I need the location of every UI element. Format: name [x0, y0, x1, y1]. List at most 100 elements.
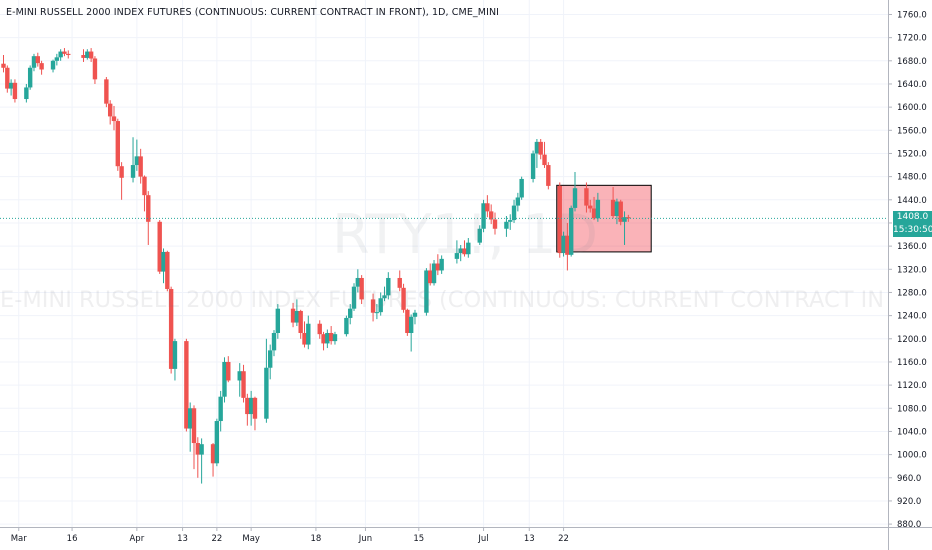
y-tick-label: 1440.0: [897, 196, 927, 206]
candle-body: [294, 310, 300, 323]
candle-body: [184, 341, 189, 429]
candle-body: [530, 153, 536, 179]
candle-down: [557, 182, 562, 258]
candle-body: [275, 308, 281, 333]
y-tick-label: 1040.0: [897, 427, 927, 437]
y-tick-label: 1320.0: [897, 265, 927, 275]
x-tick-label: Mar: [11, 534, 28, 544]
candle-body: [485, 203, 490, 212]
candle-up: [534, 138, 540, 168]
candle-body: [542, 154, 547, 166]
candle-up: [530, 150, 536, 183]
candle-down: [610, 187, 616, 219]
candle-body: [172, 341, 178, 369]
candle-up: [332, 331, 338, 345]
candle-body: [561, 235, 566, 254]
x-tick-label: Jul: [477, 534, 488, 544]
candle-down: [168, 286, 174, 374]
candle-down: [492, 212, 498, 235]
candle-body: [431, 263, 437, 284]
candle-body: [8, 82, 14, 89]
candle-up: [172, 338, 178, 381]
candle-body: [626, 217, 631, 219]
candle-down: [435, 254, 441, 276]
candle-down: [142, 175, 147, 212]
candle-up: [344, 315, 349, 337]
x-tick-label: 22: [211, 534, 222, 544]
candle-body: [104, 79, 109, 104]
candle-body: [614, 201, 620, 217]
candle-body: [466, 242, 471, 255]
candle-body: [492, 219, 498, 229]
candle-down: [241, 364, 246, 403]
candle-up: [561, 231, 566, 257]
candle-up: [424, 268, 429, 316]
candle-body: [92, 58, 98, 80]
candle-up: [275, 304, 281, 339]
candle-up: [271, 330, 277, 357]
candle-up: [348, 304, 353, 325]
y-tick-label: 1280.0: [897, 288, 927, 298]
candle-down: [195, 437, 201, 478]
candle-down: [584, 182, 589, 213]
candle-body: [397, 277, 402, 288]
candle-up: [199, 438, 204, 484]
candle-body: [488, 211, 494, 220]
candle-body: [424, 270, 429, 313]
candle-body: [157, 221, 162, 272]
candle-body: [138, 156, 143, 177]
y-tick-label: 1520.0: [897, 149, 927, 159]
candle-up: [31, 53, 37, 72]
candle-body: [557, 185, 562, 254]
candle-body: [328, 332, 334, 342]
candle-up: [481, 199, 486, 233]
candle-body: [161, 251, 166, 272]
candle-body: [325, 332, 330, 344]
candle-body: [39, 63, 44, 70]
candle-down: [626, 214, 631, 222]
candle-down: [328, 326, 334, 345]
candle-down: [298, 309, 303, 339]
candle-down: [210, 443, 216, 477]
candle-body: [130, 165, 136, 178]
candle-body: [306, 323, 311, 345]
watermark-name: E-MINI RUSSELL 2000 INDEX FUTURES (CONTI…: [0, 287, 888, 313]
candle-up: [218, 390, 223, 432]
candle-down: [107, 100, 113, 125]
y-tick-label: 1640.0: [897, 80, 927, 90]
candle-body: [412, 312, 418, 317]
candle-body: [271, 332, 277, 351]
x-tick-label: 15: [413, 534, 424, 544]
candle-body: [107, 103, 113, 117]
candle-body: [252, 397, 258, 419]
y-tick-label: 1680.0: [897, 57, 927, 67]
candle-body: [321, 334, 326, 344]
candle-body: [142, 176, 147, 196]
candle-up: [511, 199, 517, 223]
candle-down: [1, 55, 6, 73]
candle-up: [374, 304, 380, 320]
candle-body: [1, 63, 6, 68]
candle-body: [50, 60, 56, 70]
candle-down: [565, 222, 570, 271]
candle-down: [428, 263, 433, 286]
candle-body: [481, 203, 486, 229]
y-tick-label: 1600.0: [897, 103, 927, 113]
candle-up: [264, 338, 269, 423]
candle-body: [622, 217, 627, 222]
candle-down: [165, 250, 170, 292]
candle-down: [39, 60, 44, 75]
candle-down: [546, 162, 551, 190]
candle-body: [111, 116, 117, 122]
candle-body: [378, 298, 383, 313]
candle-body: [195, 443, 201, 455]
candle-up: [306, 315, 311, 350]
candle-down: [119, 162, 124, 200]
candle-down: [191, 405, 197, 470]
candle-up: [595, 192, 601, 222]
candle-up: [8, 79, 14, 96]
candle-body: [519, 178, 524, 198]
candle-body: [382, 295, 387, 299]
candle-down: [317, 320, 322, 339]
